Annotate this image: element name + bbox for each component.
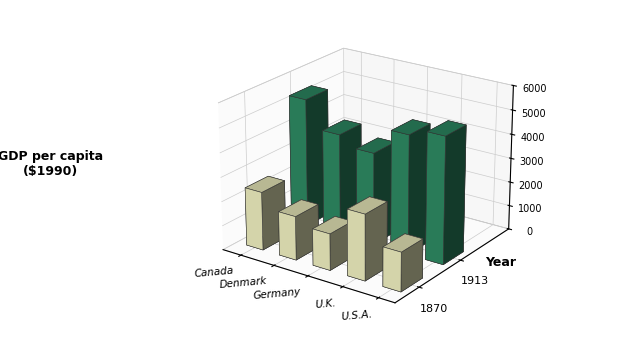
Text: GDP per capita
($1990): GDP per capita ($1990) [0,150,103,178]
Text: Year: Year [485,256,516,269]
